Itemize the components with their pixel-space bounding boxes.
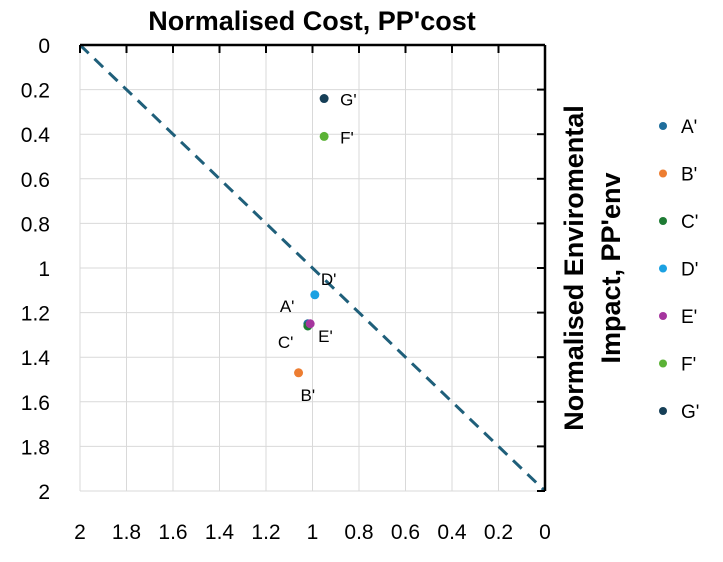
chart-title: Normalised Cost, PP'cost (148, 6, 476, 36)
data-label: E' (318, 327, 333, 346)
x-tick-label: 0.4 (437, 521, 467, 544)
data-label: C' (278, 333, 294, 352)
data-label: D' (321, 270, 337, 289)
y-tick-label: 0.4 (21, 124, 51, 147)
legend-entry: E' (681, 307, 697, 328)
y-tick-labels: 0 0.2 0.4 0.6 0.8 1 1.2 1.4 1.6 1.8 2 (21, 35, 51, 504)
data-point-d-prime (310, 290, 320, 300)
reference-line-group (78, 43, 547, 493)
y-tick-label: 1.2 (21, 303, 50, 326)
x-tick-label: 0.2 (484, 521, 513, 544)
axes-frame (79, 43, 547, 492)
legend: A' B' C' D' E' F' G' (659, 117, 699, 423)
x-tick-label: 2 (74, 521, 86, 544)
x-tick-label: 0 (539, 521, 551, 544)
data-label: A' (280, 297, 295, 316)
y-tick-label: 0.8 (21, 213, 50, 236)
x-tick-label: 0.8 (344, 521, 373, 544)
y-tick-label: 2 (38, 481, 50, 504)
y-tick-label: 0.6 (21, 169, 50, 192)
x-tick-labels: 2 1.8 1.6 1.4 1.2 1 0.8 0.6 0.4 0.2 0 (74, 521, 551, 544)
y-tick-label: 0 (38, 35, 50, 58)
data-label: G' (340, 91, 356, 110)
legend-entry: B' (681, 165, 697, 186)
y-tick-label: 1.8 (21, 436, 50, 459)
y-axis-label: Normalised Enviromental Impact, PP'env (559, 105, 626, 431)
x-tick-label: 1.2 (251, 521, 280, 544)
data-label: F' (340, 128, 354, 147)
legend-marker (659, 407, 667, 415)
data-point-g-prime (319, 94, 329, 104)
data-point-f-prime (319, 131, 329, 141)
legend-entry: D' (681, 260, 698, 281)
data-point-e-prime (305, 319, 315, 329)
x-tick-label: 1.4 (205, 521, 235, 544)
y-tick-label: 1 (38, 258, 50, 281)
data-points: A' B' C' D' E' F' G' (278, 91, 357, 405)
legend-entry: A' (681, 117, 697, 138)
x-tick-label: 1.6 (158, 521, 187, 544)
legend-marker (659, 169, 667, 178)
y-axis-label-line-1: Normalised Enviromental (559, 105, 589, 431)
legend-marker (659, 264, 667, 273)
legend-marker (659, 122, 667, 130)
y-axis-label-line-2: Impact, PP'env (596, 173, 626, 364)
legend-marker (659, 359, 667, 368)
x-tick-label: 0.6 (391, 521, 420, 544)
legend-marker (659, 312, 667, 320)
y-tick-label: 1.4 (21, 347, 51, 370)
x-tick-label: 1.8 (112, 521, 141, 544)
legend-entry: G' (681, 402, 699, 423)
parity-dashed-line (78, 43, 547, 493)
y-tick-label: 1.6 (21, 392, 50, 415)
y-tick-label: 0.2 (21, 80, 50, 103)
data-point-b-prime (294, 368, 304, 378)
data-label: B' (301, 386, 316, 405)
legend-entry: F' (681, 355, 696, 376)
legend-marker (659, 217, 667, 225)
legend-entry: C' (681, 212, 698, 233)
x-tick-label: 1 (307, 521, 319, 544)
